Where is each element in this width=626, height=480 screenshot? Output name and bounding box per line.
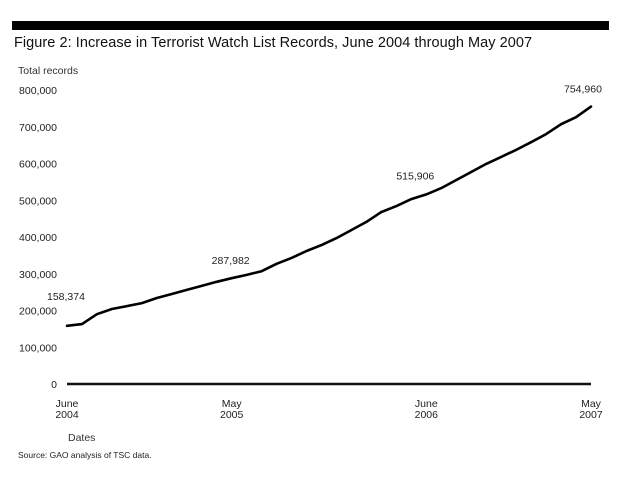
y-tick-label: 700,000: [19, 122, 57, 134]
data-label: 287,982: [212, 255, 250, 267]
y-tick-label: 100,000: [19, 342, 57, 354]
x-tick-label: 2006: [415, 409, 439, 421]
x-tick-label: June: [415, 398, 438, 410]
series-line-total-records: [65, 105, 593, 328]
y-tick-label: 0: [51, 379, 57, 391]
y-tick-label: 800,000: [19, 85, 57, 97]
y-tick-label: 200,000: [19, 306, 57, 318]
x-tick-label: May: [222, 398, 243, 410]
x-tick-label: May: [581, 398, 602, 410]
y-axis-ticks: 0 100,000 200,000 300,000 400,000 500,000 600,…: [19, 85, 57, 391]
x-tick-label: 2004: [55, 409, 79, 421]
data-label: 754,960: [564, 84, 602, 96]
x-tick-label: 2005: [220, 409, 244, 421]
y-axis-label: Total records: [18, 65, 78, 77]
y-tick-label: 500,000: [19, 195, 57, 207]
data-labels: 158,374 287,982 515,906 754,960: [47, 84, 602, 303]
y-tick-label: 600,000: [19, 159, 57, 171]
data-label: 158,374: [47, 291, 85, 303]
x-axis-label: Dates: [68, 432, 95, 444]
y-tick-label: 400,000: [19, 232, 57, 244]
y-tick-label: 300,000: [19, 269, 57, 281]
x-tick-label: June: [56, 398, 79, 410]
header-rule: [12, 21, 609, 30]
x-tick-label: 2007: [579, 409, 603, 421]
figure-title: Figure 2: Increase in Terrorist Watch Li…: [14, 35, 533, 51]
source-note: Source: GAO analysis of TSC data.: [18, 450, 152, 460]
data-label: 515,906: [396, 170, 434, 182]
